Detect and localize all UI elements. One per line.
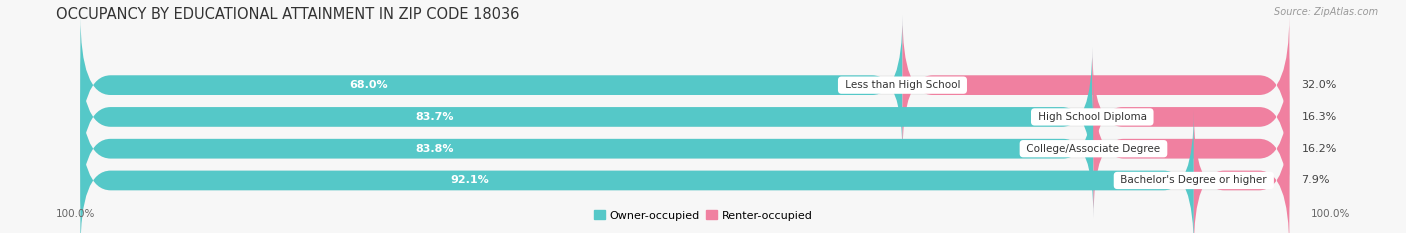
Text: 16.3%: 16.3% [1302,112,1337,122]
FancyBboxPatch shape [1092,47,1289,186]
Text: Source: ZipAtlas.com: Source: ZipAtlas.com [1274,7,1378,17]
FancyBboxPatch shape [80,16,1289,155]
FancyBboxPatch shape [80,47,1092,186]
Text: 100.0%: 100.0% [1310,209,1350,219]
FancyBboxPatch shape [80,111,1194,233]
FancyBboxPatch shape [80,79,1289,218]
Text: Bachelor's Degree or higher: Bachelor's Degree or higher [1118,175,1270,185]
Text: 83.8%: 83.8% [416,144,454,154]
Text: OCCUPANCY BY EDUCATIONAL ATTAINMENT IN ZIP CODE 18036: OCCUPANCY BY EDUCATIONAL ATTAINMENT IN Z… [56,7,520,22]
Legend: Owner-occupied, Renter-occupied: Owner-occupied, Renter-occupied [589,206,817,225]
FancyBboxPatch shape [80,47,1289,186]
FancyBboxPatch shape [1094,79,1289,218]
Text: 16.2%: 16.2% [1302,144,1337,154]
Text: College/Associate Degree: College/Associate Degree [1024,144,1164,154]
Text: 83.7%: 83.7% [415,112,454,122]
Text: 32.0%: 32.0% [1302,80,1337,90]
Text: 100.0%: 100.0% [56,209,96,219]
FancyBboxPatch shape [1194,111,1289,233]
Text: 68.0%: 68.0% [349,80,388,90]
Text: High School Diploma: High School Diploma [1035,112,1150,122]
FancyBboxPatch shape [80,79,1094,218]
Text: 92.1%: 92.1% [451,175,489,185]
Text: 7.9%: 7.9% [1302,175,1330,185]
Text: Less than High School: Less than High School [842,80,963,90]
FancyBboxPatch shape [80,111,1289,233]
FancyBboxPatch shape [80,16,903,155]
FancyBboxPatch shape [903,16,1289,155]
